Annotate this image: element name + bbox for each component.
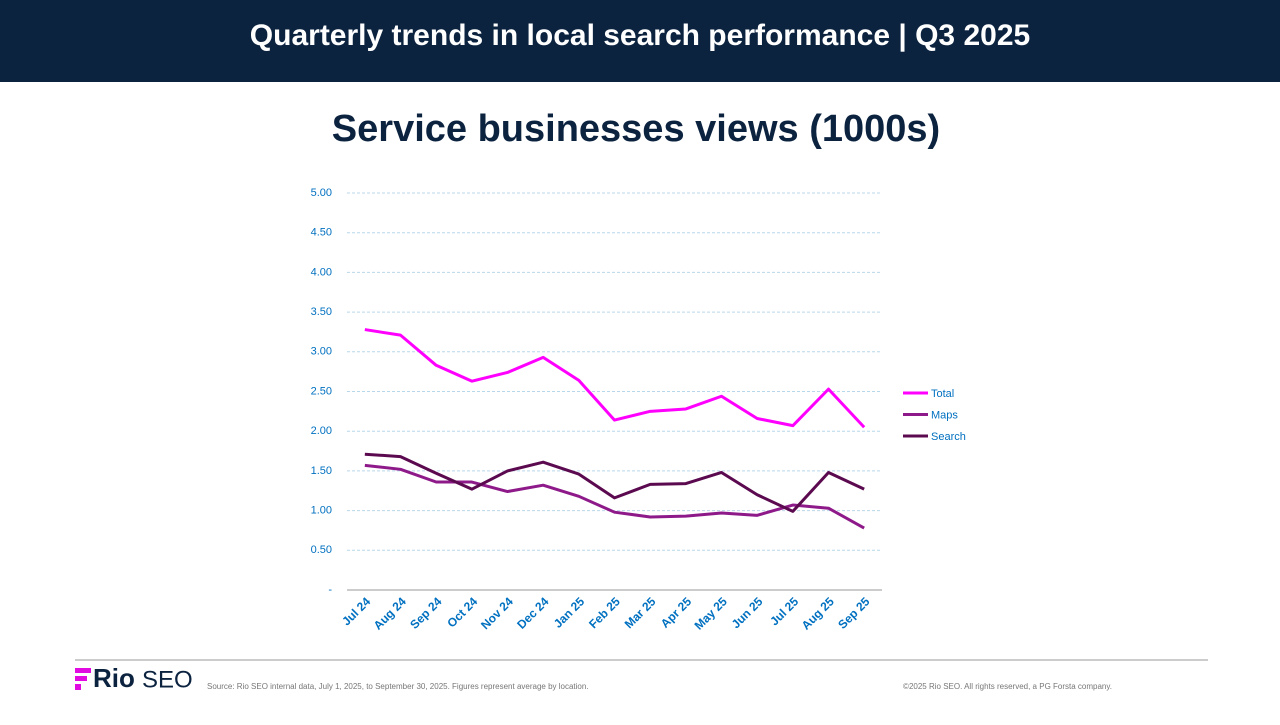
x-tick-label: Jul 25 [767, 594, 801, 628]
x-tick-label: Sep 24 [407, 594, 444, 631]
y-tick-label: 4.50 [311, 227, 332, 239]
x-tick-label: Jun 25 [729, 594, 766, 631]
x-tick-label: Apr 25 [658, 594, 695, 631]
y-tick-label: 1.00 [311, 505, 332, 517]
series-line [364, 452, 865, 513]
y-tick-label: - [328, 584, 332, 596]
copyright: ©2025 Rio SEO. All rights reserved, a PG… [903, 682, 1112, 691]
x-tick-label: Oct 24 [444, 594, 480, 630]
x-tick-label: Aug 24 [371, 594, 409, 632]
y-tick-label: 3.50 [311, 306, 332, 318]
x-tick-label: Dec 24 [514, 594, 551, 631]
x-tick-label: Jan 25 [551, 594, 588, 631]
y-tick-label: 1.50 [311, 465, 332, 477]
y-tick-label: 5.00 [311, 187, 332, 199]
x-tick-label: Feb 25 [586, 594, 623, 631]
x-tick-label: Nov 24 [478, 594, 516, 632]
y-tick-label: 4.00 [311, 266, 332, 278]
x-tick-label: Aug 25 [799, 594, 837, 632]
x-tick-label: Mar 25 [622, 594, 659, 631]
series-line [364, 463, 865, 530]
logo-light: SEO [142, 666, 193, 693]
y-tick-label: 2.00 [311, 425, 332, 437]
y-tick-label: 0.50 [311, 544, 332, 556]
series-line [364, 328, 866, 429]
logo-mark [75, 668, 91, 690]
y-tick-label: 3.00 [311, 346, 332, 358]
logo-bold: Rio [93, 663, 135, 693]
legend-label: Total [931, 388, 954, 400]
legend-label: Maps [931, 409, 958, 421]
header-title: Quarterly trends in local search perform… [250, 19, 1030, 52]
x-tick-label: Sep 25 [835, 594, 872, 631]
x-tick-label: May 25 [692, 594, 730, 632]
source-note: Source: Rio SEO internal data, July 1, 2… [207, 682, 589, 691]
chart-title: Service businesses views (1000s) [332, 108, 940, 150]
x-tick-label: Jul 24 [339, 594, 373, 628]
y-tick-label: 2.50 [311, 385, 332, 397]
legend-label: Search [931, 431, 966, 443]
header-band [0, 0, 1280, 82]
